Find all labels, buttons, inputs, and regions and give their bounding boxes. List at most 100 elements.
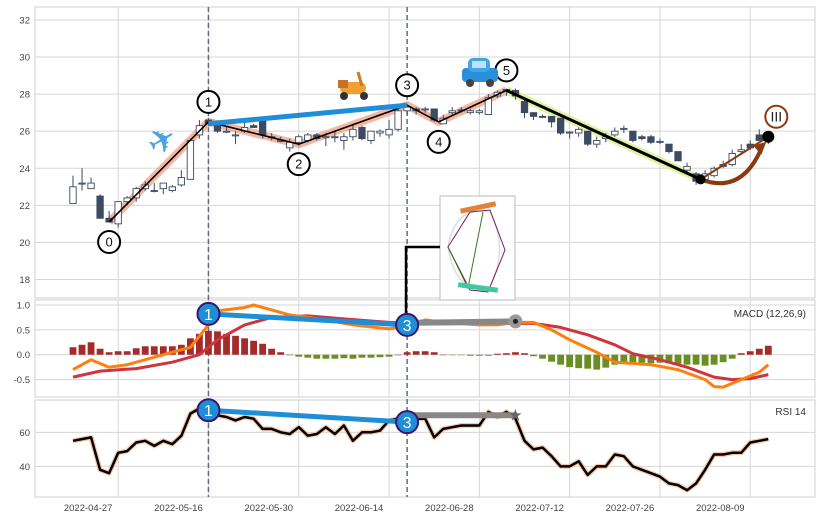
candle-up xyxy=(385,128,393,136)
candle-up xyxy=(367,130,375,141)
macd-histogram-bar xyxy=(566,354,574,368)
candle-down xyxy=(665,143,673,153)
macd-histogram-bar xyxy=(322,354,330,359)
macd-histogram-bar xyxy=(629,354,637,363)
rsi-marker-label: 3 xyxy=(403,415,412,432)
macd-histogram-bar xyxy=(611,354,619,365)
car-wheel xyxy=(486,79,494,87)
candle-up xyxy=(575,128,583,134)
y-tick-label: 18 xyxy=(19,275,30,286)
y-tick-label: 0.5 xyxy=(17,325,30,336)
macd-histogram-bar xyxy=(223,333,230,355)
zigzag-line xyxy=(108,89,507,223)
macd-histogram-bar xyxy=(358,354,366,358)
wave-line xyxy=(700,135,769,181)
x-tick-label: 2022-07-26 xyxy=(606,503,655,514)
curved-arrow xyxy=(699,149,763,186)
macd-histogram-bar xyxy=(466,354,474,356)
macd-histogram-bar xyxy=(349,354,357,359)
candle-up xyxy=(620,127,628,130)
macd-histogram-bar xyxy=(584,354,592,369)
candle-down xyxy=(629,130,637,141)
macd-gray-segment xyxy=(407,318,516,326)
macd-histogram-bar xyxy=(412,351,420,355)
y-tick-label: 22 xyxy=(19,201,30,212)
macd-marker-label: 1 xyxy=(204,307,213,324)
macd-histogram-bar xyxy=(376,354,384,358)
macd-histogram-bar xyxy=(114,351,122,355)
macd-histogram-bar xyxy=(367,354,375,358)
y-tick-label: 30 xyxy=(19,53,30,64)
macd-histogram-bar xyxy=(439,354,447,356)
candle-up xyxy=(331,136,339,139)
thumbnail-frame xyxy=(439,195,516,301)
candle-up xyxy=(222,130,231,133)
x-tick-label: 2022-06-28 xyxy=(425,503,474,514)
candle-down xyxy=(358,127,366,140)
macd-histogram-bar xyxy=(457,354,465,356)
rsi-line xyxy=(72,407,769,492)
macd-histogram-bar xyxy=(196,333,203,355)
x-tick-label: 2022-05-30 xyxy=(244,503,293,514)
candle-up xyxy=(656,140,664,143)
macd-histogram-bar xyxy=(548,354,555,362)
macd-histogram-bar xyxy=(710,354,718,365)
candle-down xyxy=(638,136,646,140)
candle-up xyxy=(611,130,619,136)
macd-histogram-bar xyxy=(746,351,754,355)
candle-down xyxy=(258,119,267,136)
y-tick-label: 0.0 xyxy=(17,350,30,361)
scooter-wheel xyxy=(360,92,368,100)
candle-up xyxy=(177,177,186,186)
thumbnail-connector xyxy=(404,245,440,320)
candle-up xyxy=(683,165,691,171)
pivot-label-circle xyxy=(97,230,122,255)
macd-histogram-bar xyxy=(484,354,492,356)
macd-histogram-bar xyxy=(692,354,700,365)
y-tick-label: 24 xyxy=(19,164,30,175)
pivot-label: 5 xyxy=(503,63,510,78)
rsi-marker-circle xyxy=(395,410,420,435)
macd-marker-label: 3 xyxy=(403,318,412,335)
car-wheel xyxy=(466,79,474,87)
scooter-icon xyxy=(338,71,368,100)
candle-down xyxy=(755,134,763,141)
pivot-label: 3 xyxy=(403,78,410,93)
car-icon xyxy=(462,58,498,87)
macd-histogram-bar xyxy=(241,338,248,355)
wave-start-dot xyxy=(695,174,706,185)
candle-down xyxy=(520,101,529,114)
candle-down xyxy=(674,151,682,162)
candle-down xyxy=(538,115,547,118)
macd-marker-circle xyxy=(395,312,420,337)
macd-histogram-bar xyxy=(674,354,682,364)
macd-histogram-bar xyxy=(530,354,537,357)
macd-histogram-bar xyxy=(250,340,257,355)
candle-up xyxy=(69,186,77,204)
rsi-panel-title: RSI 14 xyxy=(775,407,806,418)
macd-histogram-bar xyxy=(701,354,709,366)
macd-histogram-bar xyxy=(69,347,77,355)
x-tick-label: 2022-05-16 xyxy=(154,503,203,514)
candle-down xyxy=(647,136,655,143)
roller-coaster-thumbnail xyxy=(439,195,516,301)
candle-up xyxy=(349,128,357,138)
rsi-marker-label: 1 xyxy=(204,403,213,420)
candle-down xyxy=(556,117,565,134)
candle-up xyxy=(295,136,303,143)
macd-histogram-bar xyxy=(764,345,772,355)
candle-up xyxy=(340,136,348,141)
macd-histogram-bar xyxy=(205,330,212,355)
thumbnail-track xyxy=(447,209,506,293)
macd-histogram-bar xyxy=(394,354,402,356)
macd-panel-title: MACD (12,26,9) xyxy=(734,309,806,320)
pivot-label: 0 xyxy=(106,235,113,250)
macd-marker-circle xyxy=(196,301,221,326)
x-tick-label: 2022-04-27 xyxy=(64,503,113,514)
pivot-label: 4 xyxy=(435,134,442,149)
macd-histogram-bar xyxy=(737,353,745,355)
y-tick-label: 20 xyxy=(19,238,30,249)
macd-histogram-bar xyxy=(665,354,673,364)
candle-up xyxy=(132,188,140,199)
